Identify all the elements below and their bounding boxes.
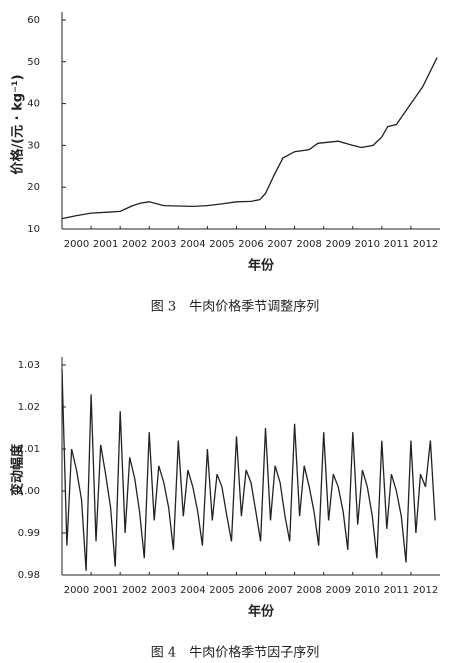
x-tick-label: 2009 <box>326 239 351 250</box>
x-tick-label: 2005 <box>209 239 234 250</box>
y-axis-label: 价格/(元 · kg⁻¹) <box>10 74 26 174</box>
x-tick-label: 2002 <box>122 585 147 596</box>
y-tick-label: 30 <box>27 140 40 151</box>
x-tick-label: 2008 <box>296 585 321 596</box>
x-tick-label: 2008 <box>296 239 321 250</box>
y-tick-label: 10 <box>27 224 40 235</box>
data-line <box>61 369 436 571</box>
x-axis-label: 年份 <box>248 258 275 274</box>
x-tick-label: 2006 <box>238 239 263 250</box>
x-tick-label: 2001 <box>93 585 118 596</box>
x-tick-label: 2003 <box>151 239 176 250</box>
y-tick-label: 40 <box>27 99 40 110</box>
x-tick-label: 2002 <box>122 239 147 250</box>
x-tick-label: 2003 <box>151 585 176 596</box>
y-tick-label: 1.01 <box>18 444 40 455</box>
x-axis-label: 年份 <box>248 604 275 620</box>
x-tick-label: 2010 <box>355 585 380 596</box>
y-tick-label: 0.99 <box>18 528 40 539</box>
x-tick-label: 2010 <box>355 239 380 250</box>
y-axis-label: 变动幅度 <box>10 443 26 496</box>
y-tick-label: 0.98 <box>18 570 40 581</box>
y-tick-label: 50 <box>27 57 40 68</box>
caption: 图 4 牛肉价格季节因子序列 <box>151 645 319 661</box>
y-tick-label: 60 <box>27 15 40 26</box>
x-tick-label: 2004 <box>180 239 205 250</box>
x-tick-label: 2004 <box>180 585 205 596</box>
x-tick-label: 2006 <box>238 585 263 596</box>
x-tick-label: 2012 <box>413 585 438 596</box>
y-tick-label: 20 <box>27 182 40 193</box>
x-tick-label: 2011 <box>384 585 409 596</box>
x-tick-label: 2009 <box>326 585 351 596</box>
x-tick-label: 2007 <box>267 585 292 596</box>
y-tick-label: 1.02 <box>18 402 40 413</box>
caption: 图 3 牛肉价格季节调整序列 <box>151 299 319 315</box>
y-tick-label: 1.00 <box>18 486 40 497</box>
x-tick-label: 2005 <box>209 585 234 596</box>
y-tick-label: 1.03 <box>18 360 40 371</box>
data-line <box>61 57 438 220</box>
x-tick-label: 2000 <box>64 239 89 250</box>
x-tick-label: 2007 <box>267 239 292 250</box>
x-tick-label: 2011 <box>384 239 409 250</box>
x-tick-label: 2000 <box>64 585 89 596</box>
x-tick-label: 2001 <box>93 239 118 250</box>
x-tick-label: 2012 <box>413 239 438 250</box>
